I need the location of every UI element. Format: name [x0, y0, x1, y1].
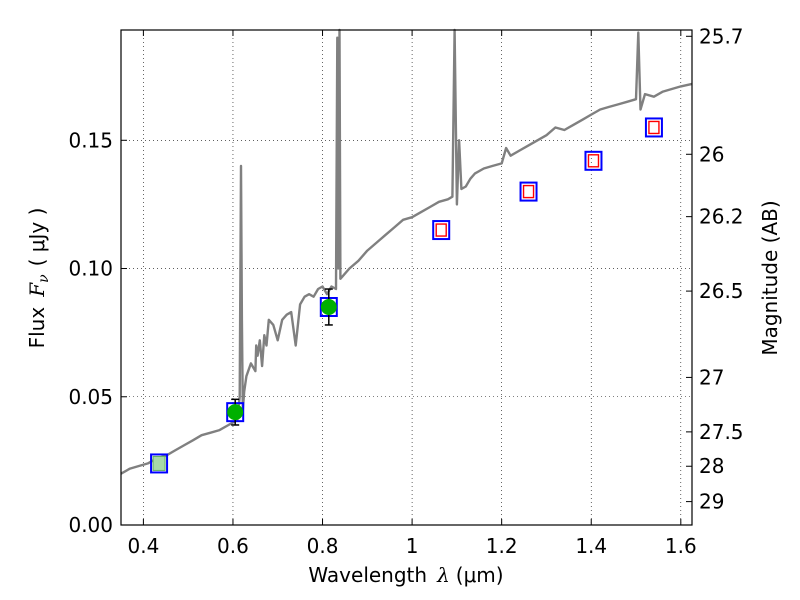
y2-axis-label: Magnitude (AB) — [758, 200, 782, 355]
x-tick-label: 0.6 — [217, 534, 249, 558]
plot-frame — [120, 29, 693, 526]
observed-point — [227, 404, 244, 421]
y2-tick-label: 27 — [699, 365, 724, 389]
model-point-square — [584, 150, 603, 171]
y2-tick-label: 26 — [699, 142, 724, 166]
red-point-square — [648, 120, 660, 135]
model-point-square — [644, 117, 663, 138]
y2-tick-label: 27.5 — [699, 420, 744, 444]
x-tick-label: 1 — [406, 534, 419, 558]
y-axis-label: FluxFν( μJy ) — [25, 208, 52, 349]
observed-point — [320, 298, 337, 315]
red-point-square — [522, 184, 535, 199]
y-tick-label: 0.05 — [68, 385, 113, 409]
y2-tick-label: 26.2 — [699, 205, 744, 229]
x-axis-label: Wavelength λ (μm) — [308, 563, 503, 587]
y2-tick-label: 26.5 — [699, 279, 744, 303]
y2-tick-label: 25.7 — [699, 24, 744, 48]
grid-lines — [121, 30, 692, 526]
x-tick-label: 0.8 — [307, 534, 339, 558]
marker-layer — [150, 117, 663, 474]
x-tick-label: 1.6 — [665, 534, 697, 558]
red-point-square — [435, 223, 447, 237]
spectrum-line — [120, 28, 693, 475]
y-tick-label: 0.00 — [68, 513, 113, 537]
red-point-square — [587, 154, 600, 168]
spectrum-layer — [120, 28, 693, 475]
x-tick-label: 1.4 — [575, 534, 607, 558]
observed-point-faint — [152, 455, 166, 471]
model-point-square — [519, 181, 538, 202]
x-tick-label: 1.2 — [486, 534, 518, 558]
y-tick-label: 0.15 — [68, 128, 113, 152]
x-tick-label: 0.4 — [127, 534, 159, 558]
y2-tick-label: 28 — [699, 454, 724, 478]
y-tick-label: 0.10 — [68, 257, 113, 281]
y2-tick-label: 29 — [699, 490, 724, 514]
tick-layer: 0.4 0.6 0.8 1 1.2 1.4 1.6 0.00 0.05 0.10 0.15 25.7 2… — [68, 24, 743, 558]
model-point-square — [150, 453, 169, 474]
model-point-square — [432, 220, 451, 241]
